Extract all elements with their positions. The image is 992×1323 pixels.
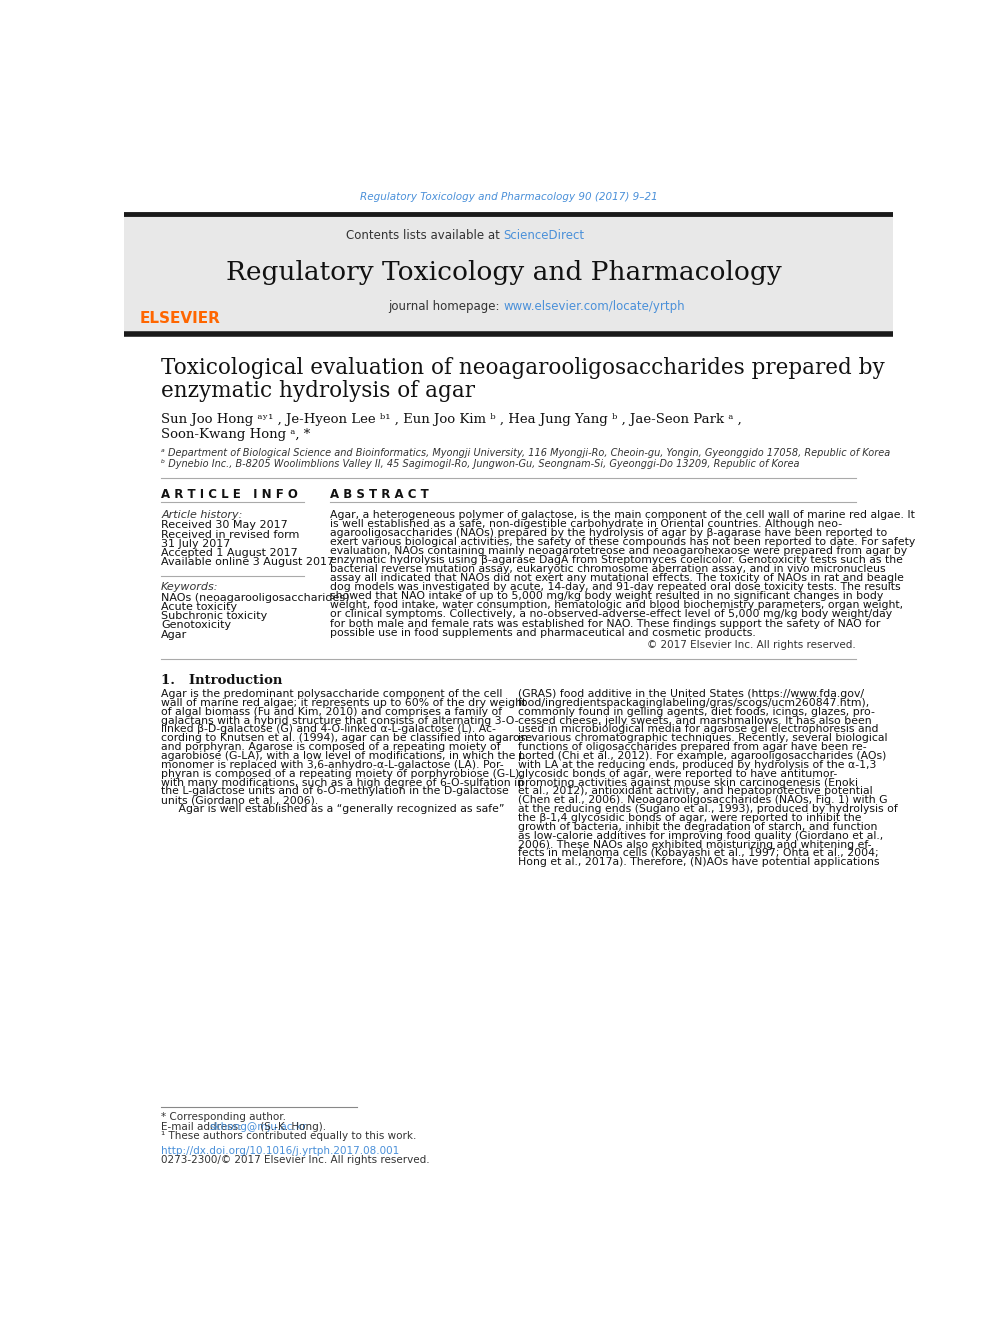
Text: Received 30 May 2017: Received 30 May 2017 [161,520,288,531]
Text: enzymatic hydrolysis using β-agarase DagA from Streptomyces coelicolor. Genotoxi: enzymatic hydrolysis using β-agarase Dag… [330,554,903,565]
Text: Sun Joo Hong ᵃʸ¹ , Je-Hyeon Lee ᵇ¹ , Eun Joo Kim ᵇ , Hea Jung Yang ᵇ , Jae-Seon : Sun Joo Hong ᵃʸ¹ , Je-Hyeon Lee ᵇ¹ , Eun… [161,413,742,426]
Text: Regulatory Toxicology and Pharmacology 90 (2017) 9–21: Regulatory Toxicology and Pharmacology 9… [359,192,658,202]
Text: www.elsevier.com/locate/yrtph: www.elsevier.com/locate/yrtph [504,300,685,314]
Text: Contents lists available at: Contents lists available at [346,229,504,242]
Text: units (Giordano et al., 2006).: units (Giordano et al., 2006). [161,795,318,806]
Text: 1.   Introduction: 1. Introduction [161,673,283,687]
Text: * Corresponding author.: * Corresponding author. [161,1113,287,1122]
Text: at the reducing ends (Sugano et al., 1993), produced by hydrolysis of: at the reducing ends (Sugano et al., 199… [518,804,898,814]
Text: is well established as a safe, non-digestible carbohydrate in Oriental countries: is well established as a safe, non-diges… [330,519,842,529]
Text: fects in melanoma cells (Kobayashi et al., 1997; Ohta et al., 2004;: fects in melanoma cells (Kobayashi et al… [518,848,878,859]
Text: Hong et al., 2017a). Therefore, (N)AOs have potential applications: Hong et al., 2017a). Therefore, (N)AOs h… [518,857,879,868]
Text: Agar is well established as a “generally recognized as safe”: Agar is well established as a “generally… [161,804,505,814]
Text: agarobiose (G-LA), with a low level of modifications, in which the L: agarobiose (G-LA), with a low level of m… [161,751,525,761]
Text: Agar is the predominant polysaccharide component of the cell: Agar is the predominant polysaccharide c… [161,689,503,699]
Text: http://dx.doi.org/10.1016/j.yrtph.2017.08.001: http://dx.doi.org/10.1016/j.yrtph.2017.0… [161,1146,400,1155]
Text: weight, food intake, water consumption, hematologic and blood biochemistry param: weight, food intake, water consumption, … [330,601,904,610]
Text: monomer is replaced with 3,6-anhydro-α-L-galactose (LA). Por-: monomer is replaced with 3,6-anhydro-α-L… [161,759,504,770]
Text: journal homepage:: journal homepage: [389,300,504,314]
Bar [124,214,893,335]
Text: et al., 2012), antioxidant activity, and hepatoprotective potential: et al., 2012), antioxidant activity, and… [518,786,872,796]
Text: galactans with a hybrid structure that consists of alternating 3-O-: galactans with a hybrid structure that c… [161,716,519,725]
Text: Soon-Kwang Hong ᵃ, *: Soon-Kwang Hong ᵃ, * [161,427,310,441]
Text: Article history:: Article history: [161,509,243,520]
Text: Received in revised form: Received in revised form [161,529,300,540]
Text: promoting activities against mouse skin carcinogenesis (Enoki: promoting activities against mouse skin … [518,778,858,787]
Text: Agar: Agar [161,630,187,639]
Text: A R T I C L E   I N F O: A R T I C L E I N F O [161,488,298,501]
Text: with many modifications, such as a high degree of 6-O-sulfation in: with many modifications, such as a high … [161,778,524,787]
Text: Subchronic toxicity: Subchronic toxicity [161,611,268,620]
Text: cording to Knutsen et al. (1994), agar can be classified into agarose: cording to Knutsen et al. (1994), agar c… [161,733,533,744]
Text: phyran is composed of a repeating moiety of porphyrobiose (G-L),: phyran is composed of a repeating moiety… [161,769,523,779]
Text: Genotoxicity: Genotoxicity [161,620,231,630]
Text: Available online 3 August 2017: Available online 3 August 2017 [161,557,334,568]
Text: Acute toxicity: Acute toxicity [161,602,237,613]
Text: assay all indicated that NAOs did not exert any mutational effects. The toxicity: assay all indicated that NAOs did not ex… [330,573,904,583]
Text: Regulatory Toxicology and Pharmacology: Regulatory Toxicology and Pharmacology [226,261,782,286]
Text: (S.-K. Hong).: (S.-K. Hong). [257,1122,325,1131]
Text: E-mail address:: E-mail address: [161,1122,245,1131]
Text: ¹ These authors contributed equally to this work.: ¹ These authors contributed equally to t… [161,1131,417,1140]
Text: bacterial reverse mutation assay, eukaryotic chromosome aberration assay, and in: bacterial reverse mutation assay, eukary… [330,564,886,574]
Text: ported (Chi et al., 2012). For example, agarooligosaccharides (AOs): ported (Chi et al., 2012). For example, … [518,751,886,761]
Text: linked β-D-galactose (G) and 4-O-linked α-L-galactose (L). Ac-: linked β-D-galactose (G) and 4-O-linked … [161,725,496,734]
Text: wall of marine red algae; it represents up to 60% of the dry weight: wall of marine red algae; it represents … [161,699,527,708]
Text: glycosidc bonds of agar, were reported to have antitumor-: glycosidc bonds of agar, were reported t… [518,769,837,779]
Text: as low-calorie additives for improving food quality (Giordano et al.,: as low-calorie additives for improving f… [518,831,883,840]
Text: 0273-2300/© 2017 Elsevier Inc. All rights reserved.: 0273-2300/© 2017 Elsevier Inc. All right… [161,1155,430,1164]
Text: for both male and female rats was established for NAO. These findings support th: for both male and female rats was establ… [330,619,881,628]
Text: enzymatic hydrolysis of agar: enzymatic hydrolysis of agar [161,380,475,402]
Text: © 2017 Elsevier Inc. All rights reserved.: © 2017 Elsevier Inc. All rights reserved… [647,640,855,650]
Text: ᵃ Department of Biological Science and Bioinformatics, Myongji University, 116 M: ᵃ Department of Biological Science and B… [161,448,891,458]
Text: A B S T R A C T: A B S T R A C T [330,488,429,501]
Text: Toxicological evaluation of neoagarooligosaccharides prepared by: Toxicological evaluation of neoagaroolig… [161,357,885,380]
Text: commonly found in gelling agents, diet foods, icings, glazes, pro-: commonly found in gelling agents, diet f… [518,706,875,717]
Text: or clinical symptoms. Collectively, a no-observed-adverse-effect level of 5,000 : or clinical symptoms. Collectively, a no… [330,610,892,619]
Text: exert various biological activities, the safety of these compounds has not been : exert various biological activities, the… [330,537,916,546]
Text: food/ingredientspackaginglabeling/gras/scogs/ucm260847.htm),: food/ingredientspackaginglabeling/gras/s… [518,699,870,708]
Text: cessed cheese, jelly sweets, and marshmallows. It has also been: cessed cheese, jelly sweets, and marshma… [518,716,871,725]
Text: agarooligosaccharides (NAOs) prepared by the hydrolysis of agar by β-agarase hav: agarooligosaccharides (NAOs) prepared by… [330,528,888,537]
Text: (GRAS) food additive in the United States (https://www.fda.gov/: (GRAS) food additive in the United State… [518,689,864,699]
Text: ELSEVIER: ELSEVIER [139,311,220,327]
Text: (Chen et al., 2006). Neoagarooligosaccharides (NAOs, Fig. 1) with G: (Chen et al., 2006). Neoagarooligosaccha… [518,795,887,806]
Text: possible use in food supplements and pharmaceutical and cosmetic products.: possible use in food supplements and pha… [330,627,756,638]
Text: evaluation, NAOs containing mainly neoagarotetreose and neoagarohexaose were pre: evaluation, NAOs containing mainly neoag… [330,546,908,556]
Text: 31 July 2017: 31 July 2017 [161,538,230,549]
Text: skhong@mju.ac.kr: skhong@mju.ac.kr [209,1122,307,1131]
Text: with LA at the reducing ends, produced by hydrolysis of the α-1,3: with LA at the reducing ends, produced b… [518,759,876,770]
Text: the β-1,4 glycosidic bonds of agar, were reported to inhibit the: the β-1,4 glycosidic bonds of agar, were… [518,814,861,823]
Text: the L-galactose units and of 6-O-methylation in the D-galactose: the L-galactose units and of 6-O-methyla… [161,786,509,796]
Text: growth of bacteria, inhibit the degradation of starch, and function: growth of bacteria, inhibit the degradat… [518,822,877,832]
Text: in various chromatographic techniques. Recently, several biological: in various chromatographic techniques. R… [518,733,887,744]
Text: dog models was investigated by acute, 14-day, and 91-day repeated oral dose toxi: dog models was investigated by acute, 14… [330,582,901,593]
Text: of algal biomass (Fu and Kim, 2010) and comprises a family of: of algal biomass (Fu and Kim, 2010) and … [161,706,502,717]
Text: NAOs (neoagarooligosaccharides): NAOs (neoagarooligosaccharides) [161,593,350,603]
Text: ScienceDirect: ScienceDirect [504,229,585,242]
Text: Accepted 1 August 2017: Accepted 1 August 2017 [161,548,298,558]
Text: used in microbiological media for agarose gel electrophoresis and: used in microbiological media for agaros… [518,725,878,734]
Text: 2006). These NAOs also exhibited moisturizing and whitening ef-: 2006). These NAOs also exhibited moistur… [518,840,871,849]
Text: and porphyran. Agarose is composed of a repeating moiety of: and porphyran. Agarose is composed of a … [161,742,501,753]
Text: functions of oligosaccharides prepared from agar have been re-: functions of oligosaccharides prepared f… [518,742,866,753]
Text: ᵇ Dynebio Inc., B-8205 Woolimblions Valley II, 45 Sagimogil-Ro, Jungwon-Gu, Seon: ᵇ Dynebio Inc., B-8205 Woolimblions Vall… [161,459,800,468]
Text: Agar, a heterogeneous polymer of galactose, is the main component of the cell wa: Agar, a heterogeneous polymer of galacto… [330,509,915,520]
Text: Keywords:: Keywords: [161,582,218,591]
Text: showed that NAO intake of up to 5,000 mg/kg body weight resulted in no significa: showed that NAO intake of up to 5,000 mg… [330,591,884,601]
